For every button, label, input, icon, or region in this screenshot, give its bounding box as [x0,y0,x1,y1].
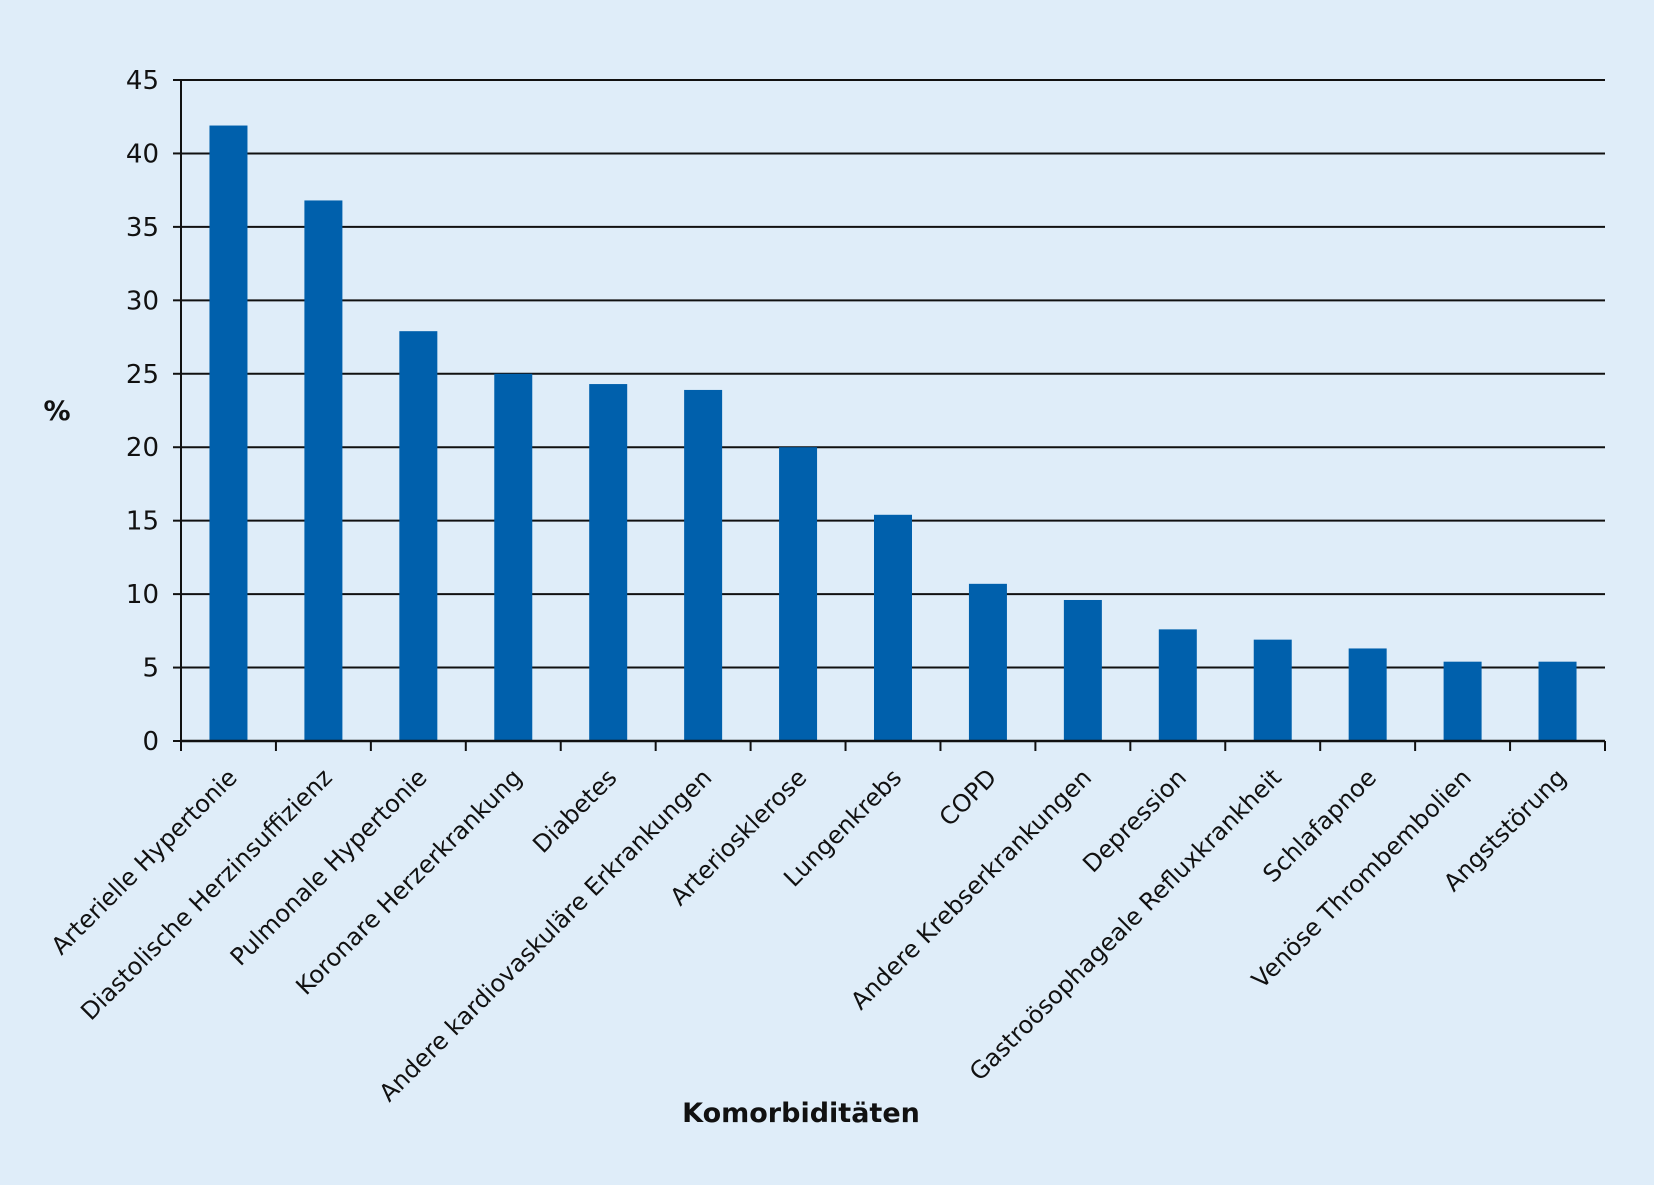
bar-12 [1253,639,1292,741]
x-category-label: Andere kardiovaskuläre Erkrankungen [374,763,718,1107]
bar-15 [1538,661,1577,741]
x-category-label: COPD [934,763,1002,831]
y-tick-label: 40 [126,139,159,169]
x-category-label: Arterielle Hypertonie [46,763,243,960]
bar-1 [209,125,248,742]
y-tick-label: 20 [126,433,159,463]
bar-3 [399,331,438,741]
y-tick-label: 5 [142,654,159,684]
bar-7 [779,447,818,741]
x-category-label: Pulmonale Hypertonie [225,763,433,971]
bar-13 [1348,648,1387,741]
axes [173,79,1606,751]
bar-2 [304,200,343,742]
bar-14 [1443,661,1482,741]
y-tick-label: 25 [126,360,159,390]
bar-6 [684,389,723,741]
y-tick-label: 45 [126,66,159,96]
y-tick-label: 30 [126,286,159,316]
bar-8 [874,514,912,741]
y-tick-label: 10 [126,580,159,610]
bars [209,125,1577,742]
bar-11 [1158,629,1197,741]
bar-9 [968,583,1007,741]
y-tick-label: 15 [126,507,159,537]
y-axis-title: % [43,396,70,427]
x-category-label: Diabetes [527,763,622,858]
y-tick-label: 0 [142,727,159,757]
x-axis-title: Komorbiditäten [682,1098,920,1129]
bar-4 [494,373,533,741]
bar-10 [1063,599,1102,741]
y-tick-label: 35 [126,213,159,243]
bar-5 [589,384,628,741]
